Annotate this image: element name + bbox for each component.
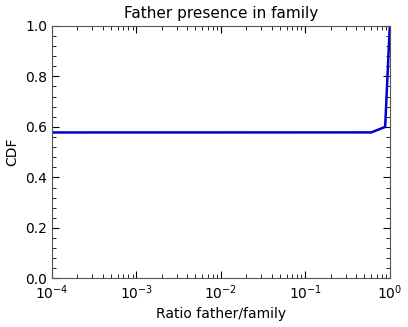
X-axis label: Ratio father/family: Ratio father/family: [156, 307, 286, 321]
Y-axis label: CDF: CDF: [6, 138, 20, 166]
Title: Father presence in family: Father presence in family: [124, 6, 318, 21]
